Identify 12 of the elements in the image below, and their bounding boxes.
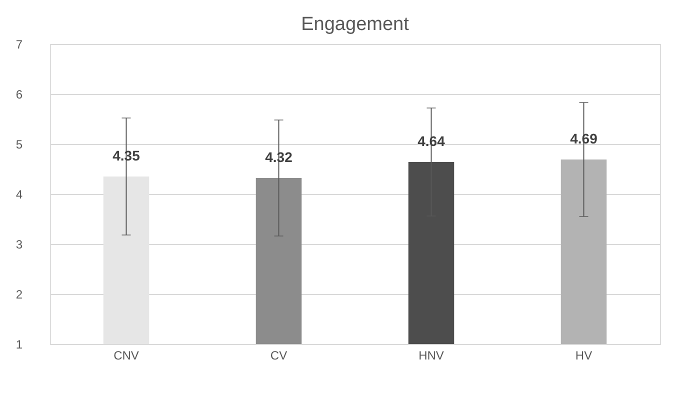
- y-tick-label: 7: [16, 38, 23, 52]
- y-tick-label: 6: [16, 88, 23, 102]
- y-tick-label: 4: [16, 188, 23, 202]
- y-tick-label: 3: [16, 238, 23, 252]
- x-tick-label: HNV: [418, 348, 444, 362]
- chart-title: Engagement: [301, 14, 410, 35]
- y-tick-label: 2: [16, 288, 23, 302]
- y-tick-label: 1: [16, 338, 23, 352]
- x-tick-label: CNV: [114, 348, 139, 362]
- x-tick-label: CV: [270, 348, 288, 362]
- y-tick-label: 5: [16, 138, 23, 152]
- x-tick-label: HV: [575, 348, 592, 362]
